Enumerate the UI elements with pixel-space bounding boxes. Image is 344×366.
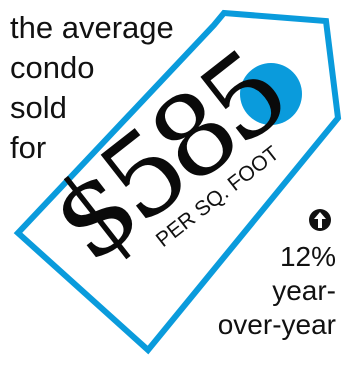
headline-line-3: sold — [10, 90, 67, 125]
tag-hole-icon — [240, 63, 302, 125]
change-percent: 12% — [279, 241, 336, 272]
change-period-line-2: over-year — [217, 309, 336, 340]
headline-line-4: for — [10, 130, 47, 165]
headline-line-1: the average — [10, 10, 174, 45]
headline-line-2: condo — [10, 50, 95, 85]
change-period-line-1: year- — [272, 275, 336, 306]
headline: the average condo sold for — [10, 8, 200, 168]
change-block: 12% year- over-year — [176, 208, 336, 342]
arrow-up-icon — [309, 209, 331, 231]
price-tag-outline — [13, 9, 342, 355]
